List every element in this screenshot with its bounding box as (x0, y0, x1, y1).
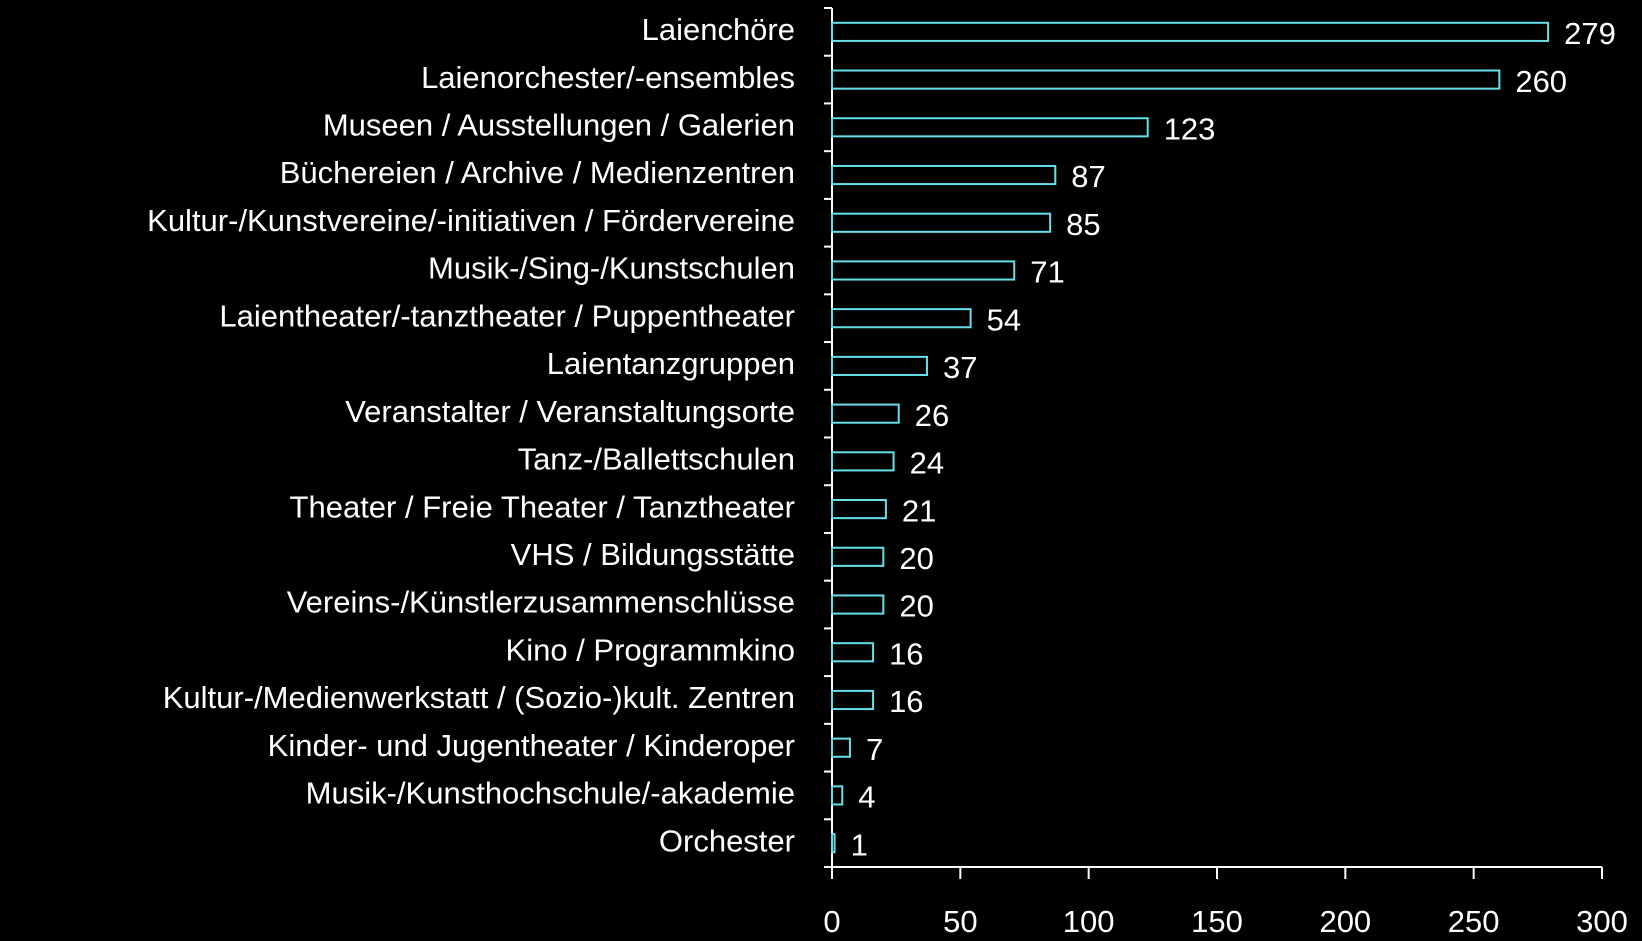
bar (831, 308, 972, 329)
data-label: 71 (1030, 255, 1064, 290)
data-label: 16 (889, 636, 923, 671)
bar (831, 785, 844, 806)
bar (831, 21, 1550, 42)
x-tick-label: 250 (1448, 904, 1500, 939)
y-tick-label: Laientheater/-tanztheater / Puppentheate… (219, 298, 795, 333)
y-tick-label: Theater / Freie Theater / Tanztheater (290, 489, 795, 524)
y-tick-label: Laienorchester/-ensembles (421, 60, 795, 95)
data-label: 260 (1515, 64, 1567, 99)
y-tick-label: Museen / Ausstellungen / Galerien (323, 107, 795, 142)
bar (831, 594, 885, 615)
data-label: 37 (943, 350, 977, 385)
data-label: 85 (1066, 207, 1100, 242)
y-tick-label: Kinder- und Jugentheater / Kinderoper (268, 728, 795, 763)
y-tick-label: Kultur-/Medienwerkstatt / (Sozio-)kult. … (163, 680, 795, 715)
bar (831, 689, 875, 711)
data-label: 4 (858, 780, 875, 815)
data-label: 24 (910, 446, 944, 481)
y-tick-label: VHS / Bildungsstätte (511, 537, 795, 572)
y-tick-label: Veranstalter / Veranstaltungsorte (345, 394, 795, 429)
bar (831, 260, 1016, 281)
data-label: 87 (1071, 159, 1105, 194)
x-tick-label: 150 (1191, 904, 1243, 939)
y-tick-label: Vereins-/Künstlerzusammenschlüsse (287, 585, 795, 620)
data-label: 1 (851, 827, 868, 862)
bar (831, 212, 1052, 233)
data-label: 123 (1164, 111, 1216, 146)
bar (831, 833, 836, 854)
y-tick-label: Musik-/Kunsthochschule/-akademie (306, 776, 795, 811)
data-label: 7 (866, 732, 883, 767)
data-label: 26 (915, 398, 949, 433)
bar (831, 69, 1501, 90)
bar (831, 164, 1057, 186)
data-label: 16 (889, 684, 923, 719)
x-tick-label: 200 (1319, 904, 1371, 939)
y-tick-label: Büchereien / Archive / Medienzentren (280, 155, 795, 190)
data-label: 54 (987, 302, 1021, 337)
y-tick-label: Laientanzgruppen (547, 346, 795, 381)
x-tick-label: 100 (1063, 904, 1115, 939)
y-tick-label: Kultur-/Kunstvereine/-initiativen / Förd… (147, 203, 795, 238)
bar (831, 117, 1149, 138)
x-tick-label: 50 (943, 904, 977, 939)
bar (831, 499, 887, 520)
bar (831, 737, 851, 758)
data-label: 20 (899, 541, 933, 576)
bar (831, 546, 885, 567)
data-label: 279 (1564, 16, 1616, 51)
bar (831, 451, 895, 472)
y-tick-label: Kino / Programmkino (506, 632, 795, 667)
y-tick-label: Musik-/Sing-/Kunstschulen (428, 251, 795, 286)
bar (831, 355, 928, 376)
y-tick-label: Tanz-/Ballettschulen (518, 442, 795, 477)
bar (831, 403, 900, 424)
y-tick-label: Orchester (659, 823, 795, 858)
bar (831, 642, 875, 663)
x-tick-label: 300 (1576, 904, 1628, 939)
data-label: 21 (902, 493, 936, 528)
data-label: 20 (899, 589, 933, 624)
x-tick-label: 0 (823, 904, 840, 939)
y-tick-label: Laienchöre (642, 12, 795, 47)
